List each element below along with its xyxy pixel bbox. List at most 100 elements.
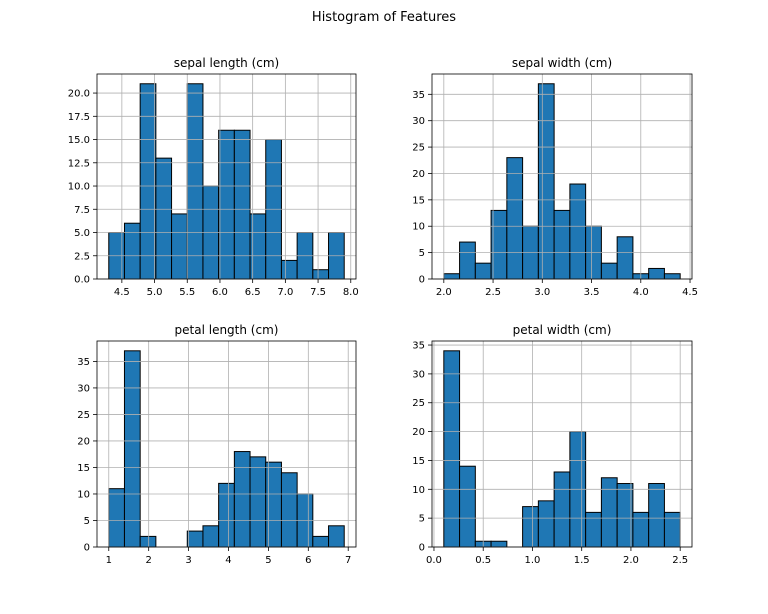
y-tick-label: 10.0 — [68, 182, 90, 193]
histogram-bar — [443, 273, 461, 280]
histogram-bar — [459, 465, 476, 548]
x-tick-label: 5.0 — [147, 287, 163, 298]
subplots: 4.5 5.0 5.5 6.0 6.5 7.0 7.5 8.00.02.55.07.510.0… — [68, 56, 698, 566]
histogram-bar — [537, 83, 555, 280]
histogram-bar — [600, 262, 618, 280]
histogram-bar — [312, 269, 330, 280]
histogram-bar — [537, 500, 555, 548]
histogram-bar — [569, 183, 587, 280]
y-tick-label: 30 — [412, 369, 425, 380]
x-tick-label: 2.0 — [623, 555, 639, 566]
histogram-bar — [490, 540, 508, 548]
subplot-1: 4.5 5.0 5.5 6.0 6.5 7.0 7.5 8.0 0.0 2.5 5.0 7.5 10.0… — [68, 56, 359, 298]
x-tick-label: 5 — [265, 555, 271, 566]
x-tick-label: 7 — [345, 555, 351, 566]
subplot-title: petal width (cm) — [513, 323, 612, 337]
y-tick-label: 15 — [77, 463, 90, 474]
x-tick-label: 7.0 — [277, 287, 293, 298]
y-tick-label: 20 — [412, 169, 425, 180]
histogram-bar — [233, 129, 251, 280]
x-tick-label: 6 — [305, 555, 311, 566]
y-tick-label: 35 — [412, 341, 425, 352]
x-tick-label: 1.5 — [574, 555, 590, 566]
y-tick-label: 10 — [77, 489, 90, 500]
histogram-bar — [233, 451, 251, 548]
histogram-bar — [123, 350, 141, 548]
histogram-bar — [155, 157, 173, 280]
axes-frame — [96, 340, 357, 548]
subplot-title: petal length (cm) — [175, 323, 279, 337]
x-tick-label: 7.5 — [310, 287, 326, 298]
x-tick-label: 3.0 — [534, 287, 550, 298]
y-tick-label: 15 — [412, 456, 425, 467]
figure-title: Histogram of Features — [312, 10, 456, 25]
histogram-bar — [553, 209, 571, 280]
x-tick-label: 4.5 — [114, 287, 130, 298]
x-tick-label: 4.5 — [682, 287, 698, 298]
histogram-bar — [108, 488, 125, 548]
y-tick-label: 15 — [412, 195, 425, 206]
histogram-bar — [585, 511, 602, 548]
x-tick-label: 5.5 — [179, 287, 195, 298]
subplot-2: 2.0 2.5 3.0 3.5 4.0 4.5 0 5 10 15 20 25 30 35 sepal wi… — [412, 56, 698, 298]
histogram-bar — [648, 483, 665, 548]
histogram-bar — [328, 525, 345, 548]
histogram-bar — [312, 535, 330, 548]
y-tick-label: 10 — [412, 222, 425, 233]
y-tick-label: 2.5 — [74, 251, 90, 262]
histogram-bar — [139, 535, 157, 548]
x-tick-label: 2.5 — [672, 555, 688, 566]
x-tick-label: 0.0 — [426, 555, 442, 566]
x-tick-label: 3 — [185, 555, 191, 566]
histogram-bar — [553, 471, 571, 548]
x-tick-label: 4 — [225, 555, 231, 566]
y-tick-label: 15.0 — [68, 135, 90, 146]
grid-lines — [432, 341, 692, 548]
x-tick-label: 6.0 — [212, 287, 228, 298]
x-tick-label: 2.5 — [485, 287, 501, 298]
histogram-bar — [202, 525, 220, 548]
histogram-bar — [616, 236, 634, 280]
subplot-title: sepal width (cm) — [512, 56, 612, 70]
histogram-bar — [459, 241, 476, 280]
histogram-bar — [600, 477, 618, 548]
histogram-bar — [123, 222, 141, 280]
y-tick-label: 0 — [84, 543, 90, 554]
y-tick-label: 20 — [77, 436, 90, 447]
x-tick-label: 2.0 — [436, 287, 452, 298]
x-tick-label: 3.5 — [584, 287, 600, 298]
histogram-bar — [218, 129, 235, 280]
x-tick-label: 4.0 — [633, 287, 649, 298]
x-tick-label: 1.0 — [525, 555, 541, 566]
bars — [443, 83, 681, 280]
subplot-title: sepal length (cm) — [174, 56, 279, 70]
histogram-bar — [663, 511, 681, 548]
y-tick-label: 20.0 — [68, 89, 90, 100]
y-tick-label: 25 — [412, 398, 425, 409]
y-tick-label: 5.0 — [74, 228, 90, 239]
y-tick-label: 25 — [77, 410, 90, 421]
x-tick-label: 6.5 — [245, 287, 261, 298]
histogram-bar — [218, 482, 235, 548]
histogram-bar — [663, 273, 681, 280]
y-tick-label: 35 — [412, 90, 425, 101]
y-tick-label: 30 — [77, 383, 90, 394]
y-tick-label: 5 — [419, 248, 425, 259]
y-tick-label: 30 — [412, 116, 425, 127]
histogram-bar — [249, 456, 267, 548]
histogram-bar — [280, 472, 298, 548]
grid-lines — [97, 341, 356, 548]
y-tick-label: 25 — [412, 143, 425, 154]
histogram-bar — [443, 350, 461, 548]
histogram-bar — [186, 83, 204, 280]
y-tick-label: 10 — [412, 485, 425, 496]
histogram-bar — [522, 506, 539, 548]
axes-frame — [96, 73, 357, 280]
histogram-bar — [186, 530, 204, 548]
y-tick-label: 0.0 — [74, 275, 90, 286]
y-tick-label: 12.5 — [68, 158, 90, 169]
x-tick-label: 0.5 — [475, 555, 491, 566]
subplot-3: 1 2 3 4 5 6 7 0 5 10 15 20 25 30 35 petal length (cm) — [77, 323, 357, 566]
axes-frame — [431, 340, 693, 548]
histogram-bar — [280, 259, 298, 280]
